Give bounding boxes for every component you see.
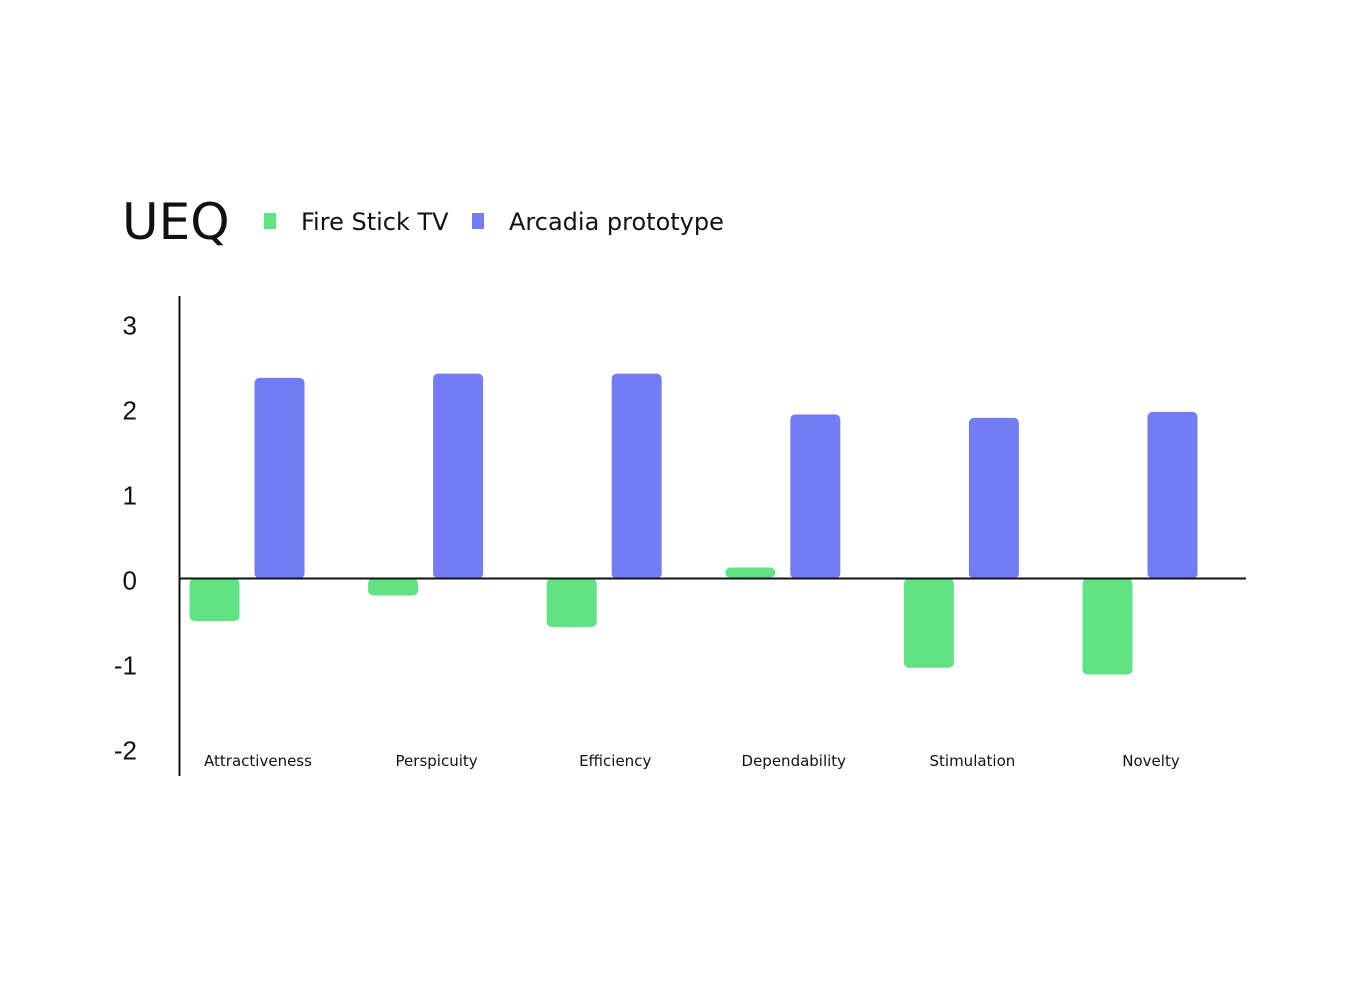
y-tick-label: 0 [123, 566, 137, 596]
x-tick-label-stimulation: Stimulation [930, 752, 1016, 770]
y-tick-label: 2 [123, 396, 137, 426]
y-tick-label: 1 [123, 481, 137, 511]
x-tick-label-perspicuity: Perspicuity [396, 752, 478, 770]
bar-fire-stick-tv-stimulation [903, 578, 954, 668]
legend-label-fire-stick-tv: Fire Stick TV [301, 208, 449, 236]
x-tick-label-dependability: Dependability [742, 752, 847, 770]
y-tick-label: 3 [123, 311, 137, 341]
bar-arcadia-prototype-perspicuity [433, 373, 484, 579]
x-tick-label-attractiveness: Attractiveness [204, 752, 312, 770]
bar-arcadia-prototype-novelty [1147, 411, 1198, 579]
y-tick-label: -2 [114, 736, 137, 766]
bars [189, 373, 1198, 675]
bar-arcadia-prototype-efficiency [611, 373, 662, 579]
bar-fire-stick-tv-attractiveness [189, 578, 240, 621]
bar-fire-stick-tv-perspicuity [368, 578, 419, 596]
bar-arcadia-prototype-attractiveness [254, 377, 305, 579]
legend-label-arcadia-prototype: Arcadia prototype [509, 208, 724, 236]
legend: Fire Stick TV Arcadia prototype [264, 208, 724, 236]
bar-arcadia-prototype-stimulation [968, 417, 1019, 579]
x-axis-ticks: Attractiveness Perspicuity Efficiency Depen… [204, 752, 1180, 770]
x-tick-label-efficiency: Efficiency [579, 752, 651, 770]
legend-swatch-fire-stick-tv [264, 213, 276, 229]
legend-swatch-arcadia-prototype [472, 213, 484, 229]
y-axis-ticks: 3 2 1 0 -1 -2 [114, 311, 137, 766]
bar-arcadia-prototype-dependability [790, 414, 841, 579]
chart-title: UEQ [122, 193, 230, 251]
bar-fire-stick-tv-novelty [1082, 578, 1133, 675]
bar-fire-stick-tv-dependability [725, 567, 776, 578]
bar-fire-stick-tv-efficiency [546, 578, 597, 627]
y-tick-label: -1 [114, 651, 137, 681]
x-tick-label-novelty: Novelty [1122, 752, 1180, 770]
